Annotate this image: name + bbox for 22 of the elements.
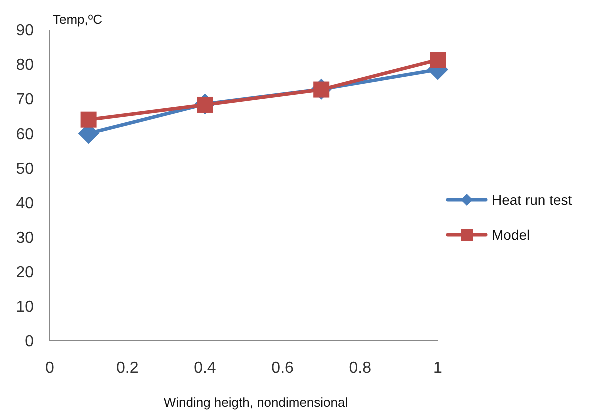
- y-axis-title: Temp,ºC: [53, 12, 103, 27]
- y-tick-label: 0: [25, 334, 34, 351]
- legend-label: Heat run test: [492, 192, 572, 208]
- x-tick-label: 0.4: [194, 360, 216, 377]
- legend-label: Model: [492, 226, 530, 243]
- x-axis-title: Winding heigth, nondimensional: [164, 395, 348, 410]
- y-tick-label: 30: [16, 230, 34, 247]
- y-tick-label: 80: [16, 57, 34, 74]
- y-tick-label: 10: [16, 299, 34, 316]
- x-tick-label: 1: [434, 360, 443, 377]
- x-tick-label: 0: [46, 360, 55, 377]
- y-tick-label: 60: [16, 126, 34, 144]
- point: [430, 52, 446, 68]
- x-tick-label: 0.8: [349, 360, 372, 377]
- y-tick-label: 40: [16, 195, 34, 212]
- y-tick-label: 20: [16, 264, 34, 282]
- y-tick-label: 70: [16, 92, 34, 109]
- y-tick-label: 50: [16, 160, 34, 178]
- x-tick-label: 0.6: [272, 360, 294, 377]
- x-tick-label: 0.2: [116, 360, 139, 377]
- y-tick-label: 90: [16, 22, 34, 40]
- point: [80, 112, 97, 128]
